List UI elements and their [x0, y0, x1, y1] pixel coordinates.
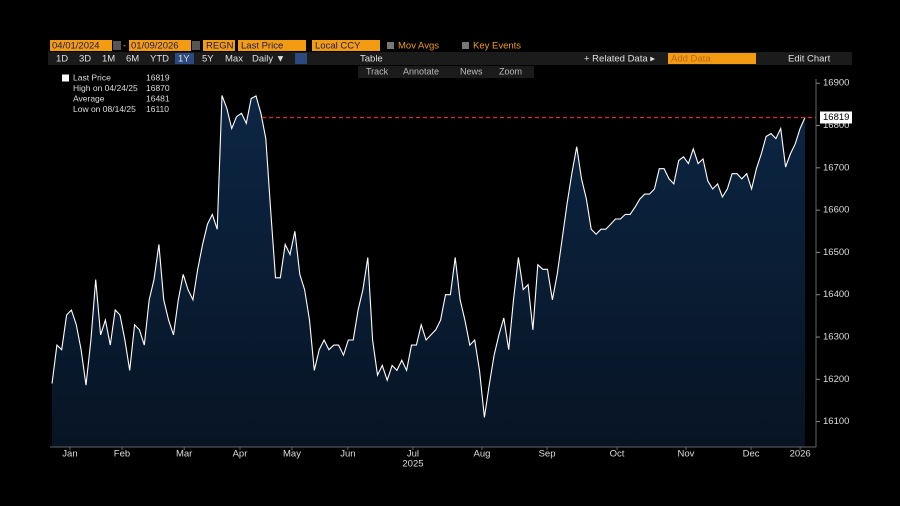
legend-bg — [56, 71, 172, 117]
y-tick-label: 16800 — [823, 120, 849, 131]
mov-avgs[interactable]: Mov Avgs — [398, 41, 439, 52]
y-tick-label: 16700 — [823, 162, 849, 173]
x-tick-label: Jul — [407, 449, 419, 460]
legend-label: High on 04/24/25 — [73, 83, 138, 93]
tools-bg — [358, 66, 534, 78]
field-box[interactable] — [238, 40, 306, 51]
x-tick-label: Feb — [114, 449, 130, 460]
tool[interactable]: Zoom — [499, 66, 522, 76]
y-tick-label: 16400 — [823, 289, 849, 300]
y-tick-label: 16100 — [823, 416, 849, 427]
x-tick-label: Nov — [678, 449, 695, 460]
x-tick-label: Mar — [176, 449, 192, 460]
table[interactable]: Table — [360, 54, 383, 65]
period[interactable]: Daily ▼ — [252, 54, 285, 65]
range-button[interactable]: 1D — [56, 54, 68, 65]
key-events[interactable]: Key Events — [473, 41, 521, 52]
legend-value: 16870 — [146, 83, 170, 93]
add-data[interactable]: Add Data — [671, 54, 711, 65]
start-date[interactable]: 04/01/2024 — [52, 41, 100, 52]
tool[interactable]: News — [460, 66, 483, 76]
legend-label: Average — [73, 93, 105, 103]
start-box[interactable] — [50, 40, 112, 51]
end-date[interactable]: 01/09/2026 — [131, 41, 179, 52]
y-tick-label: 16600 — [823, 205, 849, 216]
legend-value: 16819 — [146, 72, 170, 82]
line-icon[interactable] — [295, 53, 307, 64]
area — [52, 95, 805, 447]
tool[interactable]: Track — [366, 66, 389, 76]
ticker-box[interactable] — [203, 40, 235, 51]
range-button[interactable]: Max — [225, 54, 243, 65]
x-tick-label: Apr — [233, 449, 248, 460]
range-active[interactable] — [175, 53, 194, 64]
range-button[interactable]: 1Y — [178, 54, 190, 65]
toolbar-bg — [48, 52, 852, 65]
y-tick-label: 16900 — [823, 78, 849, 89]
y-tick-label: 16200 — [823, 374, 849, 385]
x-tick-label: May — [283, 449, 301, 460]
edit-chart[interactable]: Edit Chart — [788, 54, 831, 65]
currency[interactable]: Local CCY — [315, 41, 361, 52]
last-price-label: 16819 — [823, 112, 849, 123]
legend-label: Last Price — [73, 72, 111, 82]
legend-value: 16481 — [146, 93, 170, 103]
legend-value: 16110 — [146, 104, 169, 114]
x-tick-label: Dec — [743, 449, 760, 460]
dash: - — [123, 41, 126, 52]
ccy-box[interactable] — [312, 40, 380, 51]
range-button[interactable]: 1M — [102, 54, 115, 65]
x-tick-label: 2026 — [790, 449, 811, 460]
range-button[interactable]: 3D — [79, 54, 91, 65]
x-tick-label: Jan — [62, 449, 77, 460]
calendar-icon[interactable] — [113, 41, 121, 50]
checkbox[interactable] — [462, 42, 469, 49]
price-line — [51, 95, 806, 418]
checkbox[interactable] — [387, 42, 394, 49]
last-price-tag — [820, 111, 852, 124]
field[interactable]: Last Price — [241, 41, 283, 52]
x-tick-label: Aug — [473, 449, 490, 460]
related-data[interactable]: + Related Data ▸ — [584, 54, 655, 65]
legend-swatch — [62, 74, 69, 82]
end-box[interactable] — [129, 40, 191, 51]
y-tick-label: 16500 — [823, 247, 849, 258]
range-button[interactable]: 6M — [126, 54, 139, 65]
calendar-icon[interactable] — [192, 41, 200, 50]
y-tick-label: 16300 — [823, 332, 849, 343]
add-data-box[interactable] — [668, 53, 756, 64]
range-button[interactable]: YTD — [150, 54, 169, 65]
x-tick-label: Jun — [340, 449, 355, 460]
x-tick-label: Sep — [539, 449, 556, 460]
ticker[interactable]: REGN — [206, 41, 234, 52]
year-label: 2025 — [402, 459, 423, 470]
legend-label: Low on 08/14/25 — [73, 104, 136, 114]
range-button[interactable]: 5Y — [202, 54, 214, 65]
x-tick-label: Oct — [610, 449, 625, 460]
tool[interactable]: Annotate — [403, 66, 439, 76]
